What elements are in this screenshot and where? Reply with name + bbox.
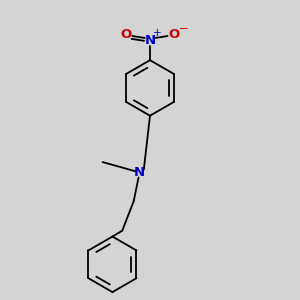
Text: +: + xyxy=(153,28,161,38)
Text: −: − xyxy=(178,22,188,35)
Text: O: O xyxy=(121,28,132,41)
Text: N: N xyxy=(144,34,156,47)
Text: N: N xyxy=(134,167,145,179)
Text: O: O xyxy=(168,28,179,41)
